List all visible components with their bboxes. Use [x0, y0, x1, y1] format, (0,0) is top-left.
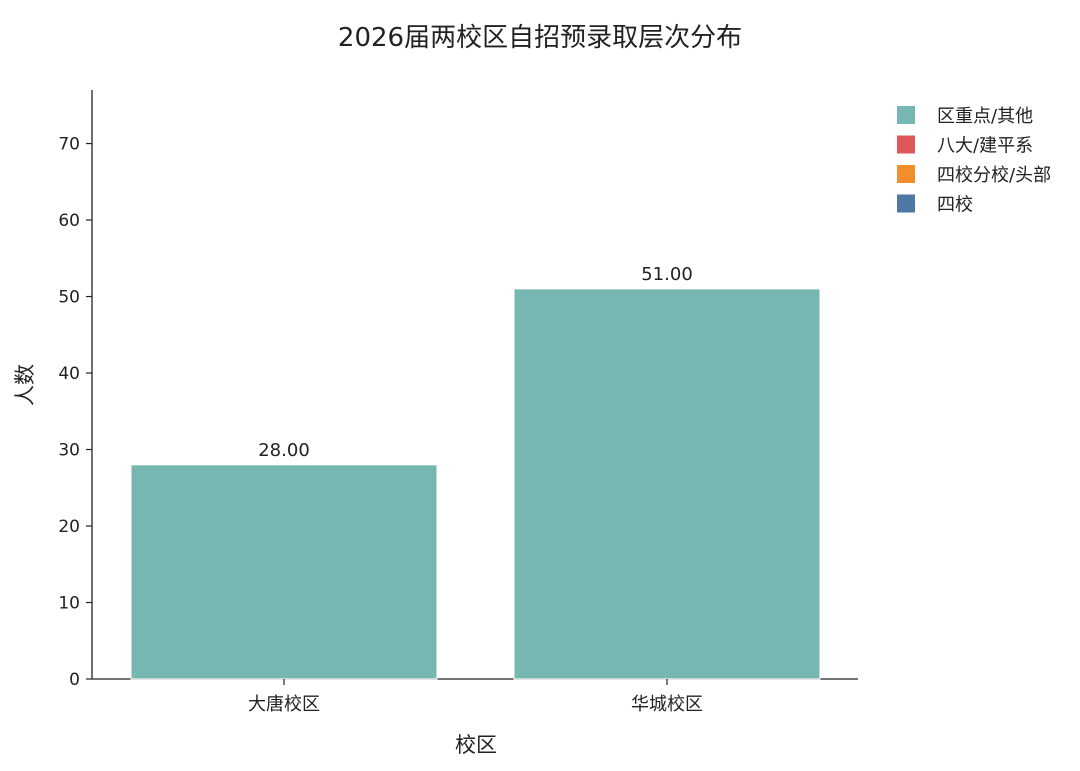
legend-item: 四校 — [897, 194, 973, 216]
x-tick-label: 华城校区 — [631, 694, 703, 715]
y-tick-label: 0 — [69, 670, 80, 690]
y-tick-label: 10 — [58, 594, 80, 614]
y-tick-label: 40 — [58, 364, 80, 384]
y-tick-label: 70 — [58, 135, 80, 155]
legend-label: 四校分校/头部 — [937, 165, 1051, 186]
y-tick-label: 30 — [58, 441, 80, 461]
chart-title: 2026届两校区自招预录取层次分布 — [338, 23, 742, 53]
legend-swatch — [897, 106, 915, 124]
legend-item: 八大/建平系 — [897, 135, 1033, 157]
x-tick-label: 大唐校区 — [248, 694, 320, 715]
y-axis-label: 人数 — [13, 364, 37, 406]
legend-swatch — [897, 165, 915, 183]
legend-label: 区重点/其他 — [937, 106, 1033, 127]
plot-area: 0102030405060707.009.0013.0028.00大唐校区4.0… — [58, 90, 858, 715]
legend-swatch — [897, 194, 915, 213]
legend-item: 四校分校/头部 — [897, 165, 1051, 186]
y-tick-label: 20 — [58, 517, 80, 537]
bar-segment — [513, 288, 821, 680]
y-tick-label: 60 — [58, 211, 80, 231]
legend-label: 四校 — [937, 195, 973, 216]
legend-label: 八大/建平系 — [937, 136, 1033, 157]
y-tick-label: 50 — [58, 288, 80, 308]
bar-value-label: 51.00 — [641, 264, 693, 285]
x-axis-label: 校区 — [455, 733, 497, 757]
bar-value-label: 28.00 — [258, 440, 310, 461]
legend-item: 区重点/其他 — [897, 106, 1033, 127]
bar-segment — [130, 464, 438, 680]
legend-swatch — [897, 135, 915, 154]
